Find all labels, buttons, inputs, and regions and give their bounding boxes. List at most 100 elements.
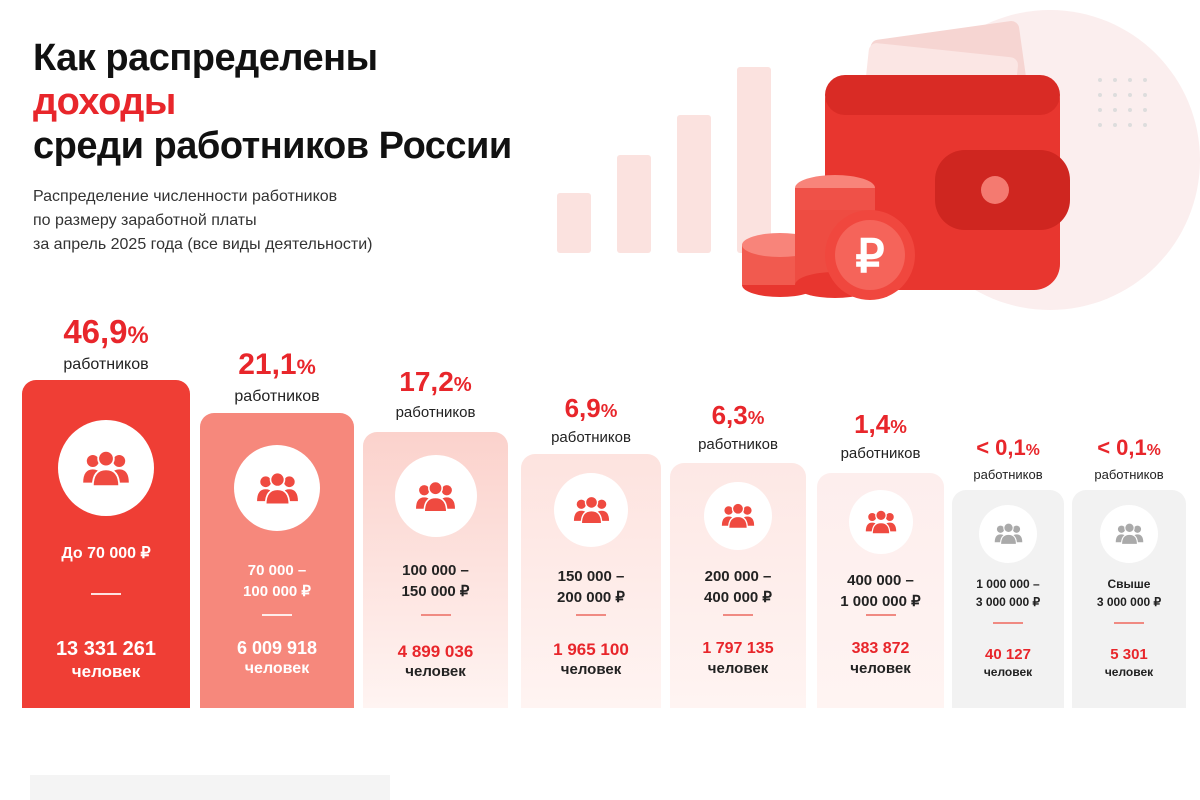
bar-percent-value: 6,9%	[521, 395, 661, 421]
worker-count-value: 1 797 135	[702, 640, 774, 657]
icon-circle	[554, 473, 628, 547]
percent-sign: %	[1146, 442, 1161, 459]
coin-stacks-icon: ₽	[742, 175, 915, 300]
bar-percent-caption: работников	[395, 404, 476, 421]
percent-number: 1,4	[854, 409, 891, 439]
worker-count-unit: человек	[405, 663, 466, 680]
background-bars-decoration	[557, 67, 771, 253]
worker-count-value: 6 009 918	[236, 638, 318, 658]
salary-range-label: 1 000 000 – 3 000 000 ₽	[975, 577, 1041, 609]
percent-number: 21,1	[238, 348, 297, 381]
icon-circle	[704, 482, 772, 550]
bar-card: 100 000 – 150 000 ₽ 4 899 036 человек	[363, 432, 508, 708]
bar-card: Свыше 3 000 000 ₽ 5 301 человек	[1072, 490, 1186, 708]
bar-percent-label: 21,1% работников	[200, 350, 354, 406]
people-group-icon	[994, 522, 1022, 546]
bar-percent-label: < 0,1% работников	[952, 437, 1064, 483]
salary-range-label: 200 000 – 400 000 ₽	[704, 568, 772, 606]
percent-sign: %	[600, 400, 618, 421]
worker-count-unit: человек	[71, 662, 141, 681]
bar-card: 400 000 – 1 000 000 ₽ 383 872 человек	[817, 473, 944, 708]
bar-percent-caption: работников	[1094, 467, 1164, 482]
worker-count-value: 4 899 036	[397, 642, 474, 661]
percent-sign: %	[453, 374, 472, 396]
worker-count-unit: человек	[560, 661, 622, 678]
bar-percent-caption: работников	[551, 429, 631, 446]
icon-circle	[1100, 505, 1158, 563]
bar-card: 150 000 – 200 000 ₽ 1 965 100 человек	[521, 454, 661, 708]
bar-percent-caption: работников	[63, 356, 149, 373]
percent-sign: %	[747, 407, 765, 428]
subtitle-line-2: по размеру заработной платы	[33, 212, 257, 229]
percent-sign: %	[127, 322, 149, 349]
percent-sign: %	[890, 416, 907, 437]
worker-count-value: 383 872	[851, 640, 910, 657]
worker-count-value: 40 127	[985, 646, 1031, 663]
people-group-icon	[573, 495, 609, 525]
page-subtitle: Распределение численности работников по …	[33, 185, 373, 257]
bar-percent-label: < 0,1% работников	[1072, 437, 1186, 483]
title-line-2-accent: доходы	[33, 81, 176, 123]
divider	[865, 614, 896, 616]
bar-percent-label: 6,9% работников	[521, 395, 661, 446]
divider	[1114, 622, 1144, 624]
percent-sign: %	[1025, 442, 1040, 459]
subtitle-line-3: за апрель 2025 года (все виды деятельнос…	[33, 236, 373, 253]
ruble-sign-icon: ₽	[855, 230, 884, 282]
salary-range-label: 70 000 – 100 000 ₽	[243, 562, 311, 600]
salary-range-label: 400 000 – 1 000 000 ₽	[840, 572, 921, 610]
salary-range-label: 100 000 – 150 000 ₽	[401, 562, 470, 600]
icon-circle	[979, 505, 1037, 563]
divider	[723, 614, 753, 616]
people-group-icon	[1115, 522, 1143, 546]
worker-count-unit: человек	[983, 665, 1033, 679]
percent-number: 6,3	[711, 400, 748, 430]
bar-percent-label: 1,4% работников	[817, 411, 944, 462]
percent-number: 17,2	[399, 366, 454, 397]
icon-circle	[58, 420, 154, 516]
title-line-1: Как распределены	[33, 37, 378, 79]
worker-count-value: 1 965 100	[553, 640, 629, 659]
people-group-icon	[721, 503, 755, 530]
bar-percent-caption: работников	[698, 436, 778, 453]
bar-percent-label: 6,3% работников	[670, 402, 806, 453]
bar-percent-value: 1,4%	[817, 411, 944, 437]
icon-circle	[394, 455, 477, 537]
percent-number: 6,9	[564, 393, 601, 423]
bar-percent-value: 17,2%	[363, 368, 508, 396]
percent-number: < 0,1	[976, 435, 1026, 460]
bar-card: 200 000 – 400 000 ₽ 1 797 135 человек	[670, 463, 806, 708]
worker-count-unit: человек	[244, 660, 310, 677]
people-group-icon	[83, 449, 129, 487]
wallet-illustration: ₽	[557, 10, 1200, 310]
bar-percent-value: 21,1%	[200, 350, 354, 380]
bar-percent-label: 17,2% работников	[363, 368, 508, 422]
people-group-icon	[865, 509, 896, 535]
divider	[420, 614, 451, 616]
people-group-icon	[416, 480, 455, 513]
dot-pattern-decoration	[1098, 78, 1147, 127]
people-group-icon	[256, 471, 298, 505]
bar-percent-caption: работников	[234, 388, 320, 405]
bar-card: 1 000 000 – 3 000 000 ₽ 40 127 человек	[952, 490, 1064, 708]
worker-count-unit: человек	[1104, 665, 1154, 679]
icon-circle	[234, 445, 320, 531]
salary-range-label: До 70 000 ₽	[61, 545, 151, 562]
worker-count-value: 13 331 261	[55, 638, 157, 660]
bar-card: До 70 000 ₽ 13 331 261 человек	[22, 380, 190, 708]
bar-percent-value: < 0,1%	[1072, 437, 1186, 459]
bar-percent-value: < 0,1%	[952, 437, 1064, 459]
footer-strip	[30, 775, 390, 800]
worker-count-value: 5 301	[1110, 646, 1148, 663]
salary-range-label: 150 000 – 200 000 ₽	[557, 568, 625, 606]
divider	[576, 614, 606, 616]
worker-count-unit: человек	[850, 660, 911, 677]
bar-percent-caption: работников	[973, 467, 1043, 482]
icon-circle	[848, 490, 913, 554]
salary-range-label: Свыше 3 000 000 ₽	[1096, 577, 1162, 609]
divider	[993, 622, 1023, 624]
bar-percent-value: 46,9%	[22, 315, 190, 348]
bar-percent-label: 46,9% работников	[22, 315, 190, 374]
divider	[91, 593, 121, 595]
bar-percent-value: 6,3%	[670, 402, 806, 428]
